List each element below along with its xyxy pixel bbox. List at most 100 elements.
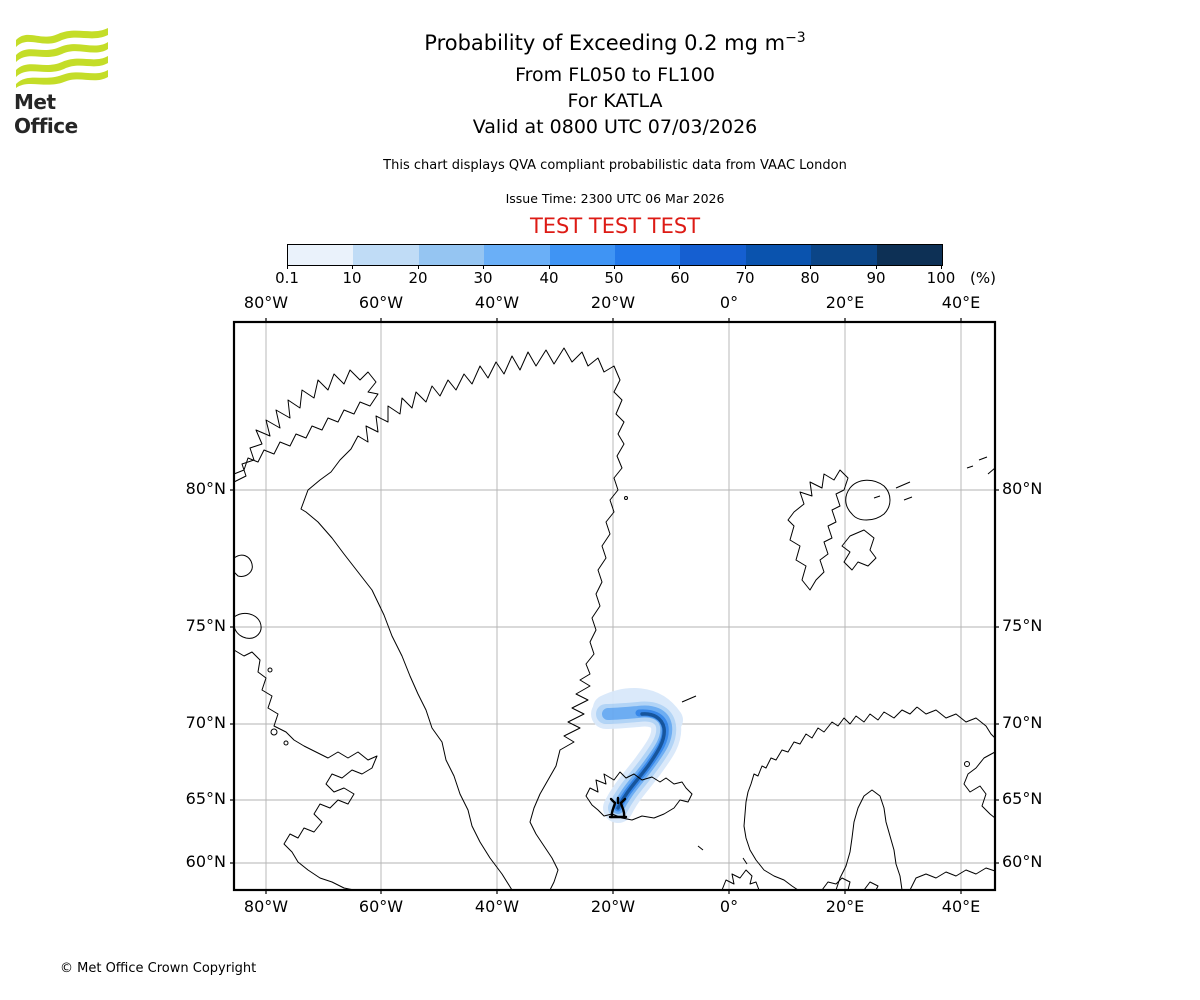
lat-label-right: 65°N bbox=[1002, 789, 1043, 808]
colorbar-segment bbox=[745, 245, 812, 265]
lon-label-bottom: 0° bbox=[719, 897, 739, 916]
lat-label-right: 70°N bbox=[1002, 713, 1043, 732]
colorbar-tick-label: 70 bbox=[735, 269, 755, 287]
colorbar-tick bbox=[810, 265, 812, 269]
title-exponent: −3 bbox=[785, 30, 806, 46]
lon-label-bottom: 40°W bbox=[474, 897, 520, 916]
coast-white-sea bbox=[963, 751, 996, 819]
map-panel bbox=[230, 318, 999, 894]
subtitle-flight-levels: From FL050 to FL100 bbox=[515, 64, 715, 86]
lat-label-right: 80°N bbox=[1002, 479, 1043, 498]
lon-label-top: 0° bbox=[719, 293, 739, 312]
colorbar-segment bbox=[811, 245, 877, 265]
coast-spitsbergen bbox=[787, 469, 849, 591]
colorbar-tick-label: 10 bbox=[342, 269, 362, 287]
colorbar-segment bbox=[615, 245, 681, 265]
colorbar-tick bbox=[548, 265, 550, 269]
colorbar-tick-label: 80 bbox=[800, 269, 820, 287]
colorbar-tick bbox=[744, 265, 746, 269]
lon-label-bottom: 60°W bbox=[358, 897, 404, 916]
lon-label-bottom: 20°W bbox=[590, 897, 636, 916]
lat-label-left: 60°N bbox=[185, 852, 226, 871]
lon-label-top: 20°W bbox=[590, 293, 636, 312]
colorbar-tick-label: 60 bbox=[670, 269, 690, 287]
coast-kola bbox=[916, 706, 996, 739]
coast-gulf-of-finland bbox=[909, 867, 996, 891]
met-office-logo-text: Met Office bbox=[14, 90, 78, 138]
ash-probability-plume bbox=[591, 688, 683, 823]
coast-ellesmere bbox=[233, 369, 379, 483]
colorbar-segment bbox=[549, 245, 616, 265]
coast-scotland bbox=[721, 869, 760, 891]
colorbar-tick bbox=[352, 265, 354, 269]
lat-label-right: 75°N bbox=[1002, 616, 1043, 635]
colorbar-tick bbox=[679, 265, 681, 269]
qva-note: This chart displays QVA compliant probab… bbox=[383, 158, 847, 173]
map-canvas bbox=[230, 318, 999, 894]
lon-label-top: 40°W bbox=[474, 293, 520, 312]
coast-edgeoya bbox=[841, 529, 877, 571]
lon-label-top: 40°E bbox=[941, 293, 981, 312]
map-frame bbox=[232, 320, 997, 892]
coast-greenland bbox=[300, 347, 625, 891]
lon-label-bottom: 80°W bbox=[243, 897, 289, 916]
coast-denmark bbox=[821, 877, 851, 891]
colorbar-tick bbox=[287, 265, 288, 269]
colorbar-segment bbox=[484, 245, 550, 265]
colorbar-tick bbox=[483, 265, 485, 269]
colorbar-tick bbox=[614, 265, 615, 269]
colorbar-segment bbox=[288, 245, 354, 265]
copyright-text: © Met Office Crown Copyright bbox=[60, 961, 257, 976]
colorbar-unit: (%) bbox=[970, 269, 996, 287]
lat-label-left: 80°N bbox=[185, 479, 226, 498]
coast-svalbard-islets bbox=[873, 481, 913, 501]
colorbar-tick-label: 0.1 bbox=[275, 269, 299, 287]
coast-nordaustlandet bbox=[845, 479, 891, 521]
lat-label-left: 70°N bbox=[185, 713, 226, 732]
coastlines bbox=[233, 347, 996, 891]
lon-label-top: 60°W bbox=[358, 293, 404, 312]
coast-franz-josef bbox=[966, 456, 996, 475]
lat-label-left: 65°N bbox=[185, 789, 226, 808]
coast-norway bbox=[743, 706, 918, 891]
subtitle-valid-time: Valid at 0800 UTC 07/03/2026 bbox=[472, 116, 758, 138]
colorbar-tick-label: 100 bbox=[926, 269, 956, 287]
issue-time: Issue Time: 2300 UTC 06 Mar 2026 bbox=[505, 191, 725, 206]
coast-bothnia bbox=[835, 789, 903, 891]
lat-label-right: 60°N bbox=[1002, 852, 1043, 871]
colorbar-tick bbox=[941, 265, 942, 269]
test-banner: TEST TEST TEST bbox=[529, 214, 701, 238]
coast-small-island bbox=[233, 554, 253, 577]
coast-jan-mayen bbox=[681, 695, 697, 703]
colorbar-segment bbox=[680, 245, 746, 265]
colorbar-tick-label: 40 bbox=[539, 269, 559, 287]
colorbar-tick bbox=[875, 265, 877, 269]
colorbar-tick-label: 90 bbox=[866, 269, 886, 287]
plume-core bbox=[616, 712, 666, 810]
met-office-logo: Met Office bbox=[14, 26, 114, 138]
lon-label-top: 80°W bbox=[243, 293, 289, 312]
coast-baffin bbox=[233, 649, 378, 891]
lon-label-bottom: 20°E bbox=[825, 897, 865, 916]
met-office-waves-icon bbox=[16, 28, 108, 88]
page-title: Probability of Exceeding 0.2 mg m−3 bbox=[424, 30, 806, 55]
colorbar-tick-label: 30 bbox=[473, 269, 493, 287]
coast-devon-island bbox=[233, 612, 262, 639]
lon-label-top: 20°E bbox=[825, 293, 865, 312]
lat-label-left: 75°N bbox=[185, 616, 226, 635]
subtitle-volcano: For KATLA bbox=[567, 90, 663, 112]
coast-iceland bbox=[585, 771, 693, 821]
colorbar-segment bbox=[876, 245, 943, 265]
lon-label-bottom: 40°E bbox=[941, 897, 981, 916]
coast-shetland bbox=[697, 845, 748, 865]
graticule bbox=[234, 322, 995, 890]
probability-colorbar bbox=[287, 244, 943, 266]
colorbar-segment bbox=[353, 245, 419, 265]
colorbar-tick bbox=[417, 265, 419, 269]
colorbar-segment bbox=[418, 245, 485, 265]
colorbar-tick-label: 50 bbox=[604, 269, 624, 287]
coast-baltic-frag bbox=[863, 881, 879, 891]
colorbar-tick-label: 20 bbox=[408, 269, 428, 287]
volcano-marker-icon bbox=[608, 796, 628, 819]
